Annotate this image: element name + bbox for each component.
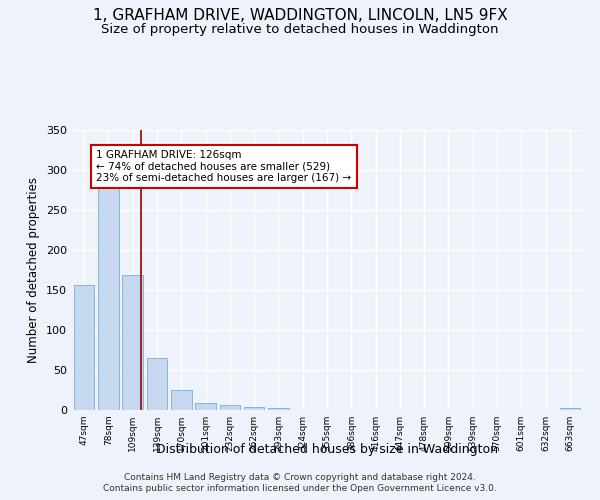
Text: Distribution of detached houses by size in Waddington: Distribution of detached houses by size …	[156, 442, 498, 456]
Bar	[98, 181, 119, 410]
Text: Contains public sector information licensed under the Open Government Licence v3: Contains public sector information licen…	[103, 484, 497, 493]
Bar	[122, 275, 143, 410]
Text: Contains HM Land Registry data © Crown copyright and database right 2024.: Contains HM Land Registry data © Crown c…	[124, 472, 476, 482]
Bar	[220, 405, 240, 410]
Bar	[195, 403, 216, 410]
Bar	[146, 358, 167, 410]
Bar	[244, 407, 265, 410]
Text: 1, GRAFHAM DRIVE, WADDINGTON, LINCOLN, LN5 9FX: 1, GRAFHAM DRIVE, WADDINGTON, LINCOLN, L…	[92, 8, 508, 22]
Text: Size of property relative to detached houses in Waddington: Size of property relative to detached ho…	[101, 22, 499, 36]
Y-axis label: Number of detached properties: Number of detached properties	[28, 177, 40, 363]
Text: 1 GRAFHAM DRIVE: 126sqm
← 74% of detached houses are smaller (529)
23% of semi-d: 1 GRAFHAM DRIVE: 126sqm ← 74% of detache…	[96, 150, 352, 183]
Bar	[171, 390, 191, 410]
Bar	[560, 408, 580, 410]
Bar	[268, 408, 289, 410]
Bar	[74, 285, 94, 410]
